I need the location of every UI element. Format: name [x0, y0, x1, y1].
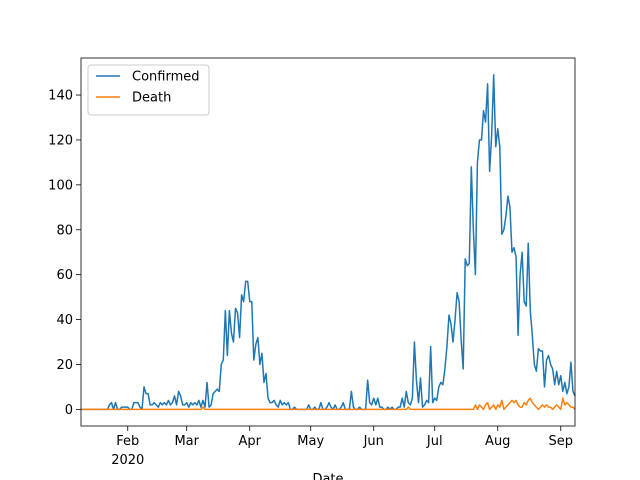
x-tick-label: Aug: [485, 434, 510, 449]
legend-label: Confirmed: [132, 70, 200, 85]
y-tick-label: 120: [48, 133, 73, 148]
x-offset-label: 2020: [111, 453, 144, 468]
legend-label: Death: [132, 91, 171, 106]
y-tick-label: 80: [56, 223, 73, 238]
x-tick-label: Mar: [174, 434, 199, 449]
x-tick-label: Sep: [549, 434, 574, 449]
line-series: [81, 74, 576, 411]
x-tick-label: Feb: [116, 434, 139, 449]
line-series: [81, 397, 576, 411]
x-tick-label: Apr: [238, 434, 261, 449]
y-tick-label: 140: [48, 89, 73, 104]
y-tick-label: 40: [56, 313, 73, 328]
y-tick-label: 100: [48, 178, 73, 193]
y-tick-label: 20: [56, 358, 73, 373]
plot-frame: [80, 57, 576, 427]
x-tick-label: Jul: [426, 434, 443, 449]
x-tick-label: May: [297, 434, 324, 449]
y-tick-label: 60: [56, 268, 73, 283]
y-tick-label: 0: [65, 403, 73, 418]
x-tick-label: Jun: [363, 434, 384, 449]
x-axis-label: Date: [312, 472, 343, 480]
legend-box: [87, 64, 210, 116]
